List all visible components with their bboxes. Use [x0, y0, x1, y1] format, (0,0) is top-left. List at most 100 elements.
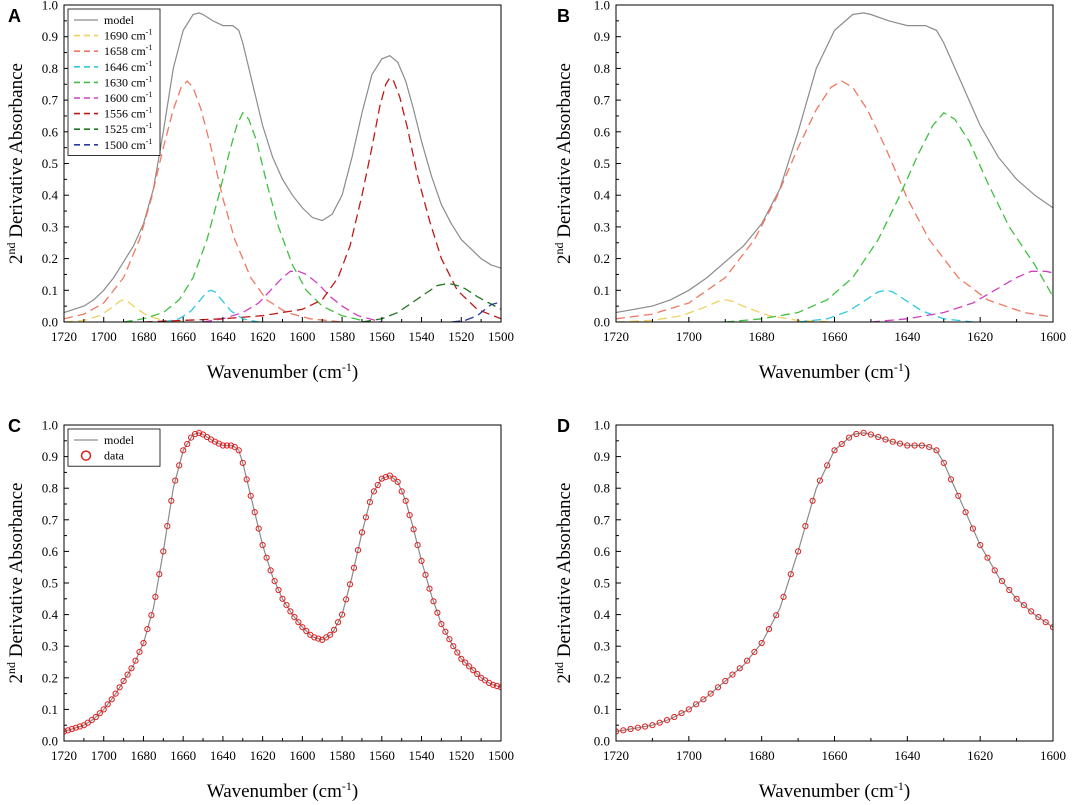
- x-axis-title: Wavenumber (cm-1): [207, 360, 358, 383]
- data-point: [875, 433, 882, 441]
- data-point: [259, 542, 266, 549]
- data-point: [72, 724, 80, 731]
- y-axis-title-main: Derivative Absorbance: [6, 483, 27, 662]
- x-tick-label: 1660: [170, 329, 196, 344]
- data-point: [148, 612, 155, 619]
- legend-label: 1556 cm-1: [104, 106, 152, 121]
- x-tick-label: 1500: [488, 329, 514, 344]
- data-point: [287, 608, 294, 615]
- data-point: [446, 636, 453, 643]
- data-point: [926, 444, 933, 451]
- legend-label-main: 1556 cm: [104, 107, 146, 121]
- y-tick-label: 0.3: [42, 639, 58, 654]
- data-point: [275, 586, 282, 594]
- legend-label: 1690 cm-1: [104, 28, 152, 43]
- data-point: [116, 684, 123, 691]
- data-point: [663, 717, 671, 724]
- data-point: [386, 472, 393, 479]
- data-point: [889, 438, 896, 445]
- data-point: [418, 557, 425, 565]
- data-point: [132, 657, 139, 664]
- data-point: [311, 634, 318, 641]
- data-point: [68, 725, 76, 733]
- x-tick-label: 1540: [409, 748, 435, 763]
- legend-label-main: 1646 cm: [104, 60, 146, 74]
- x-tick-label: 1720: [603, 748, 629, 763]
- x-axis-title-end: ): [352, 362, 358, 383]
- data-point: [176, 462, 183, 469]
- data-point: [642, 723, 649, 730]
- data-point: [940, 459, 947, 466]
- legend-label-sup: -1: [146, 59, 153, 68]
- x-axis-title-main: Wavenumber (cm: [207, 781, 342, 802]
- x-axis-title-sup: -1: [342, 360, 352, 374]
- y-tick-label: 0.6: [594, 124, 611, 139]
- x-tick-label: 1640: [894, 329, 920, 344]
- y-tick-label: 0.7: [42, 512, 59, 527]
- data-point: [426, 585, 433, 592]
- y-tick-label: 0.6: [42, 544, 59, 559]
- plot-frame: [615, 4, 1054, 323]
- y-axis-title-main: Derivative Absorbance: [554, 483, 575, 662]
- x-axis-title-end: ): [904, 781, 910, 802]
- data-point: [751, 648, 758, 656]
- x-axis-title-sup: -1: [894, 360, 904, 374]
- y-tick-label: 0.4: [594, 607, 611, 622]
- data-point: [231, 444, 238, 451]
- model-line: [64, 432, 501, 733]
- y-tick-label: 0.5: [42, 156, 58, 171]
- data-point: [358, 529, 366, 536]
- y-axis-title-prefix: 2: [554, 674, 575, 684]
- data-point: [1006, 586, 1013, 594]
- data-point: [707, 690, 714, 697]
- data-point: [251, 509, 258, 516]
- component-1630-line: [725, 111, 1053, 322]
- data-point: [124, 671, 131, 678]
- y-tick-label: 0.8: [42, 61, 58, 76]
- plot-area: [616, 12, 1053, 322]
- panel-d: D 0.0 0.1 0.2 0.3 0.4 0.5 0.6 0.7 0.8 0.9 1.0 1720 17…: [552, 416, 1066, 802]
- legend-label: 1646 cm-1: [104, 59, 152, 74]
- data-point: [100, 706, 107, 713]
- y-tick-label: 0.9: [594, 29, 610, 44]
- data-point: [933, 447, 940, 454]
- x-axis-title: Wavenumber (cm-1): [759, 779, 910, 802]
- data-point: [239, 459, 246, 466]
- x-tick-label: 1500: [488, 748, 514, 763]
- legend-label: 1600 cm-1: [104, 90, 152, 105]
- data-point: [378, 475, 385, 482]
- data-point: [422, 571, 429, 578]
- data-point: [76, 723, 84, 730]
- y-tick-label: 0.1: [594, 283, 610, 298]
- component-1658-line: [616, 80, 1053, 320]
- data-point: [744, 657, 751, 664]
- legend-label-main: 1500 cm: [104, 138, 146, 152]
- y-axis-title-sup: nd: [552, 662, 566, 674]
- data-point: [406, 512, 413, 519]
- data-point: [918, 442, 926, 449]
- data-point: [108, 696, 115, 703]
- x-tick-label: 1700: [91, 329, 117, 344]
- y-tick-label: 0.2: [42, 670, 58, 685]
- data-point: [235, 447, 242, 454]
- data-point: [331, 626, 338, 633]
- plot-area: [64, 12, 501, 322]
- data-point: [984, 554, 991, 561]
- x-axis-title-main: Wavenumber (cm: [759, 362, 894, 383]
- model-line: [616, 432, 1053, 733]
- data-point: [867, 431, 875, 438]
- y-tick-label: 0.0: [42, 734, 58, 749]
- y-tick-label: 0.8: [594, 481, 610, 496]
- y-axis-title-main: Derivative Absorbance: [6, 63, 27, 242]
- y-tick-label: 0.0: [594, 315, 610, 330]
- legend-box: [67, 8, 161, 156]
- y-tick-label: 0.9: [42, 29, 58, 44]
- x-tick-label: 1640: [210, 329, 236, 344]
- data-point: [156, 571, 163, 578]
- data-point: [998, 578, 1006, 585]
- data-point: [656, 719, 663, 726]
- data-point: [374, 481, 381, 489]
- data-point: [470, 667, 477, 674]
- data-point: [160, 548, 167, 555]
